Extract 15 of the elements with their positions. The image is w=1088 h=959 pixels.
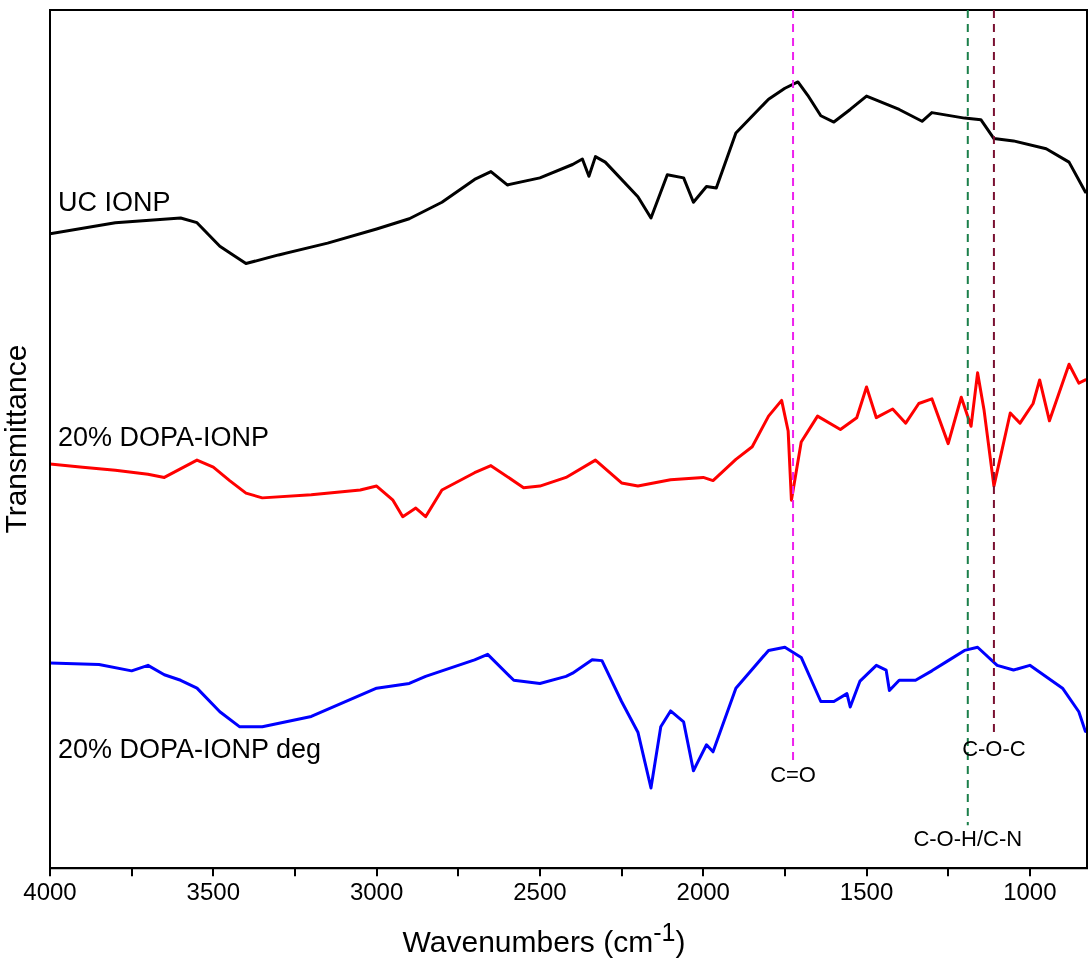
x-tick-label: 2500 — [513, 878, 567, 906]
y-axis-title: Transmittance — [0, 344, 33, 534]
x-tick-label: 1500 — [839, 878, 894, 906]
ref-line-label: C-O-C — [962, 736, 1026, 762]
series-label: UC IONP — [58, 187, 171, 218]
x-axis-title: Wavenumbers (cm$^{-1}$) — [401, 917, 687, 959]
x-tick-label: 4000 — [23, 878, 77, 906]
x-tick-label: 3000 — [349, 878, 404, 906]
x-tick-label: 3500 — [186, 878, 240, 906]
x-tick-label: 2000 — [676, 878, 730, 906]
ref-line-label: C-O-H/C-N — [913, 826, 1023, 852]
series-label: 20% DOPA-IONP deg — [58, 734, 322, 765]
x-tick-label: 1000 — [1003, 878, 1057, 906]
ref-line-label: C=O — [770, 761, 816, 787]
series-label: 20% DOPA-IONP — [58, 421, 270, 452]
